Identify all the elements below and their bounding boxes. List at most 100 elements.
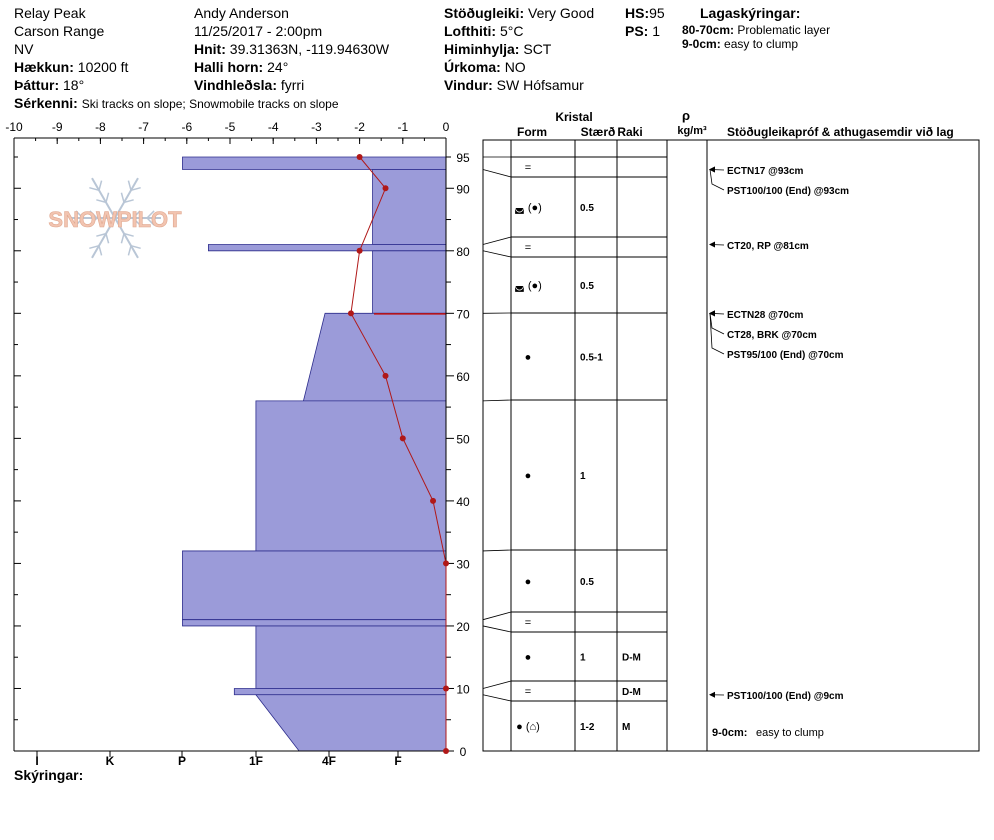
hs-row: HS:95 bbox=[625, 4, 665, 22]
slope-row: Þáttur: 18° bbox=[14, 76, 84, 94]
layer-size: 0.5 bbox=[580, 203, 594, 214]
slope-angle-row: Halli horn: 24° bbox=[194, 58, 288, 76]
snowflake-branch bbox=[96, 232, 107, 237]
legend-item-1: 80-70cm: Problematic layer bbox=[682, 23, 830, 37]
snowflake-arm bbox=[91, 217, 116, 259]
height-tick-label: 95 bbox=[456, 151, 470, 165]
slope-value: 18° bbox=[63, 77, 85, 93]
layer-form: ● bbox=[525, 652, 532, 664]
snowflake-branch bbox=[130, 244, 141, 250]
stability-test: CT20, RP @81cm bbox=[727, 241, 809, 252]
height-tick-label: 50 bbox=[456, 432, 470, 446]
layer-connector bbox=[482, 694, 512, 702]
slope-angle-label: Halli horn: bbox=[194, 59, 264, 75]
precip-row: Úrkoma: NO bbox=[444, 58, 526, 76]
temperature-point bbox=[382, 372, 389, 379]
layer-connector bbox=[482, 611, 512, 621]
temp-tick-label: -2 bbox=[354, 120, 365, 134]
snowpilot-watermark: SNOWPILOT bbox=[48, 177, 182, 259]
ps-label: PS: bbox=[625, 23, 649, 39]
stability-value: Very Good bbox=[528, 5, 595, 21]
stability-test: ECTN28 @70cm bbox=[727, 310, 804, 321]
hardness-layer-bar bbox=[255, 400, 447, 552]
layer-connector bbox=[482, 399, 512, 402]
table-frame bbox=[482, 139, 980, 752]
layer-comment-value: easy to clump bbox=[756, 727, 824, 739]
ps-row: PS: 1 bbox=[625, 22, 660, 40]
sky-row: Himinhylja: SCT bbox=[444, 40, 551, 58]
hardness-layer-bar bbox=[372, 250, 447, 314]
slope-angle-value: 24° bbox=[267, 59, 289, 75]
layer-size: 1 bbox=[580, 653, 586, 664]
coords-row: Hnit: 39.31363N, -119.94630W bbox=[194, 40, 389, 58]
layer-size: 0.5-1 bbox=[580, 353, 603, 364]
temperature-point bbox=[356, 154, 363, 160]
observation-datetime: 11/25/2017 - 2:00pm bbox=[194, 23, 323, 39]
layer-form: = bbox=[525, 686, 531, 698]
hardness-label: K bbox=[106, 754, 115, 768]
hardness-label: P bbox=[178, 754, 186, 768]
stability-test: ECTN17 @93cm bbox=[727, 166, 804, 177]
layer-connector bbox=[482, 549, 512, 552]
hardness-layer-bar bbox=[207, 244, 447, 252]
snowflake-branch bbox=[98, 245, 103, 256]
temp-tick-label: -6 bbox=[181, 120, 192, 134]
temperature-point bbox=[443, 748, 449, 754]
temp-tick-label: -1 bbox=[397, 120, 408, 134]
layer-form: ● bbox=[525, 470, 532, 482]
hardness-layer-bar bbox=[372, 169, 447, 245]
sky-label: Himinhylja: bbox=[444, 41, 520, 57]
sky-value: SCT bbox=[523, 41, 552, 57]
layer-moisture: M bbox=[622, 722, 630, 733]
hardness-layer-bar bbox=[255, 694, 447, 752]
snowflake-branch bbox=[105, 233, 110, 244]
height-tick-label: 30 bbox=[456, 557, 470, 571]
header-form: Form bbox=[517, 125, 547, 139]
wind-loading-row: Vindhleðsla: fyrri bbox=[194, 76, 304, 94]
hs-value: 95 bbox=[649, 5, 665, 21]
height-tick-label: 70 bbox=[456, 307, 470, 321]
layer-size: 0.5 bbox=[580, 577, 594, 588]
temperature-profile bbox=[347, 154, 449, 754]
air-temp-label: Lofthiti: bbox=[444, 23, 497, 39]
snowflake-arm bbox=[114, 177, 139, 219]
snowflake-branch bbox=[89, 217, 98, 226]
snowflake-branch bbox=[75, 210, 84, 219]
header-crystal: Kristal bbox=[555, 110, 592, 124]
height-tick-label: 0 bbox=[460, 745, 467, 759]
layer-form: ● bbox=[525, 352, 532, 364]
layer-table: Kristal Form Stærð Raki ρ kg/m³ Stöðugleikapró… bbox=[482, 108, 980, 752]
stability-test: PST95/100 (End) @70cm bbox=[727, 350, 844, 361]
precip-value: NO bbox=[504, 59, 526, 75]
height-tick-label: 40 bbox=[456, 495, 470, 509]
snowflake-branch bbox=[89, 186, 100, 192]
precip-label: Úrkoma: bbox=[444, 59, 501, 75]
layer-connector bbox=[482, 169, 512, 178]
temp-tick-label: -10 bbox=[5, 120, 23, 134]
temperature-point bbox=[382, 185, 389, 192]
test-pointer bbox=[709, 169, 725, 191]
header-tests: Stöðugleikapróf & athugasemdir við lag bbox=[727, 125, 954, 139]
test-arrowhead bbox=[709, 310, 715, 317]
test-arrowhead bbox=[709, 691, 715, 698]
layer-form: ◛ (●) bbox=[514, 202, 542, 214]
layer-form: ● bbox=[525, 576, 532, 588]
temp-tick-label: -4 bbox=[268, 120, 279, 134]
elevation-label: Hækkun: bbox=[14, 59, 74, 75]
coords-label: Hnit: bbox=[194, 41, 226, 57]
height-tick-label: 60 bbox=[456, 370, 470, 384]
observer-name: Andy Anderson bbox=[194, 5, 289, 21]
temp-tick-label: 0 bbox=[443, 120, 450, 134]
temperature-line bbox=[350, 156, 447, 751]
stability-label: Stöðugleiki: bbox=[444, 5, 525, 21]
snowpilot-logo-text: SNOWPILOT bbox=[48, 207, 182, 232]
hardness-label: I bbox=[35, 754, 38, 768]
hardness-profile bbox=[182, 156, 447, 752]
height-tick-label: 10 bbox=[456, 682, 470, 696]
test-arrowhead bbox=[709, 241, 715, 248]
layer-moisture: D-M bbox=[622, 687, 641, 698]
legend-item-1-value: Problematic layer bbox=[737, 23, 831, 37]
temperature-point bbox=[430, 497, 437, 504]
wind-label: Vindur: bbox=[444, 77, 493, 93]
snowflake-branch bbox=[123, 232, 134, 237]
